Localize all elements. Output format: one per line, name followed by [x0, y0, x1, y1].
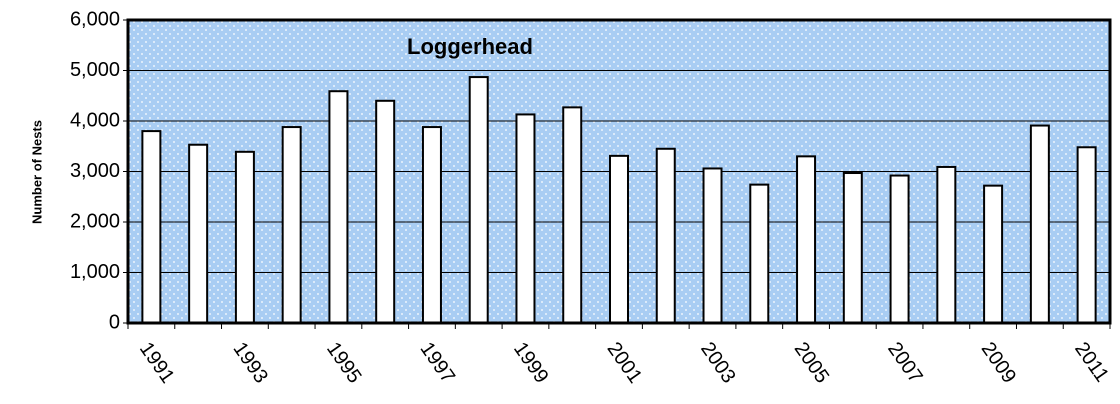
x-tick-label: 2003	[696, 338, 740, 387]
bar	[655, 147, 676, 324]
bar	[515, 113, 536, 324]
y-tick-label: 1,000	[70, 261, 120, 283]
bar	[936, 165, 957, 324]
chart-title: Loggerhead	[407, 34, 533, 59]
y-tick-label: 3,000	[70, 160, 120, 182]
bar	[375, 99, 396, 324]
y-axis-label: Number of Nests	[29, 120, 44, 224]
bar	[141, 130, 162, 324]
bar	[842, 172, 863, 324]
y-tick-label: 4,000	[70, 109, 120, 131]
bar	[328, 90, 349, 324]
bar	[796, 155, 817, 324]
y-tick-label: 5,000	[70, 59, 120, 81]
bar	[889, 174, 910, 324]
y-tick-label: 6,000	[70, 8, 120, 30]
bar	[562, 106, 583, 324]
bar	[468, 76, 489, 324]
bar	[1076, 146, 1097, 324]
bar	[983, 184, 1004, 324]
x-tick-label: 2011	[1070, 338, 1113, 386]
x-tick-label: 2009	[977, 338, 1021, 387]
bar	[609, 154, 629, 324]
bar	[188, 143, 209, 324]
bar	[749, 183, 770, 324]
y-tick-label: 0	[109, 311, 120, 333]
x-tick-label: 1993	[228, 338, 272, 387]
x-tick-label: 2001	[603, 338, 647, 387]
bar	[281, 126, 302, 324]
x-tick-label: 1997	[416, 338, 460, 387]
y-tick-label: 2,000	[70, 210, 120, 232]
x-tick-label: 2005	[790, 338, 834, 387]
bar	[702, 167, 723, 324]
x-tick-label: 1999	[509, 338, 553, 387]
x-tick-label: 1991	[135, 338, 179, 387]
bar	[1029, 124, 1050, 324]
bar	[234, 150, 255, 324]
bar	[421, 126, 442, 324]
x-tick-label: 2007	[883, 338, 927, 387]
x-tick-label: 1995	[322, 338, 366, 387]
